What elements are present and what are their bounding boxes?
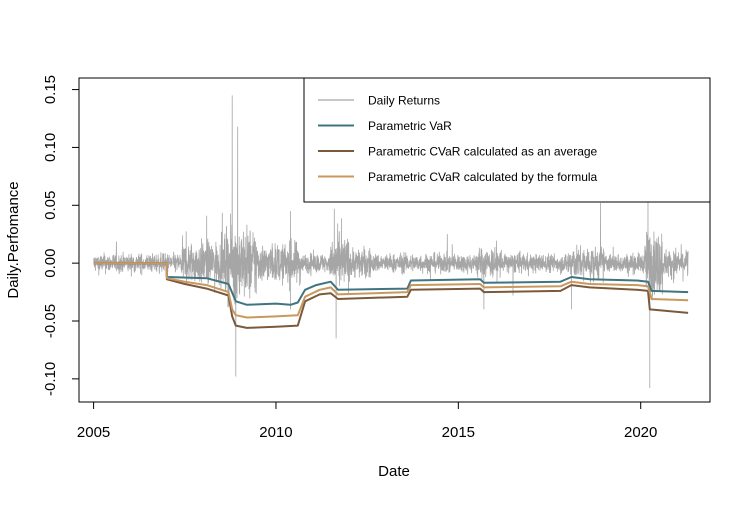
y-tick-label: 0.00 bbox=[42, 249, 59, 278]
series-line-3 bbox=[93, 262, 689, 319]
x-tick-label: 2005 bbox=[77, 424, 110, 441]
series-layer bbox=[93, 95, 689, 389]
x-tick-label: 2010 bbox=[259, 424, 292, 441]
x-tick-label: 2020 bbox=[624, 424, 657, 441]
legend-box bbox=[303, 77, 711, 203]
series-line-1 bbox=[93, 262, 689, 306]
y-axis: -0.10 -0.05 0.00 0.05 0.10 0.15 bbox=[42, 75, 80, 396]
y-tick-label: 0.15 bbox=[42, 75, 59, 104]
x-axis: 2005 2010 2015 2020 bbox=[77, 401, 657, 441]
legend-label: Parametric VaR bbox=[368, 119, 452, 133]
legend: Daily Returns Parametric VaR Parametric CV… bbox=[303, 77, 711, 203]
x-tick-label: 2015 bbox=[442, 424, 475, 441]
legend-label: Daily Returns bbox=[368, 94, 440, 108]
y-tick-label: 0.05 bbox=[42, 191, 59, 220]
series-line-2 bbox=[93, 262, 689, 329]
y-tick-label: 0.10 bbox=[42, 133, 59, 162]
series-line-daily-returns bbox=[93, 95, 689, 389]
legend-label: Parametric CVaR calculated as an average bbox=[368, 145, 598, 159]
y-axis-label: Daily.Perfomance bbox=[5, 181, 22, 298]
x-axis-label: Date bbox=[378, 463, 410, 480]
y-tick-label: -0.05 bbox=[42, 304, 59, 338]
legend-label: Parametric CVaR calculated by the formul… bbox=[368, 170, 598, 184]
y-tick-label: -0.10 bbox=[42, 362, 59, 396]
